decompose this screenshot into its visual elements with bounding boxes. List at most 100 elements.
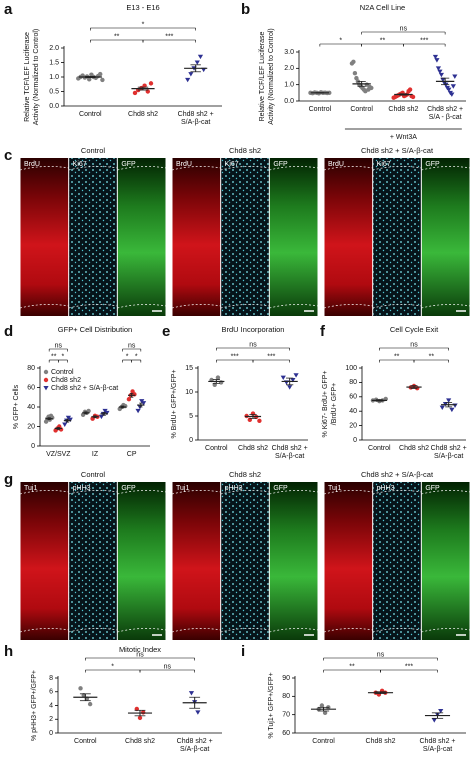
channel-label: pHH3 — [377, 485, 395, 492]
data-point — [135, 408, 141, 414]
boundary-dash — [171, 628, 221, 633]
legend-label: Chd8 sh2 — [51, 377, 81, 384]
data-point — [98, 71, 103, 77]
boundary-dash — [68, 490, 118, 495]
boundary-dash — [269, 304, 319, 309]
data-point — [449, 92, 455, 97]
sig-label: ns — [410, 341, 418, 348]
sig-label: * — [111, 663, 114, 670]
chart-title: Mitotic Index — [119, 645, 161, 654]
legend-marker — [43, 377, 49, 383]
boundary-dash — [171, 166, 221, 171]
sig-label: ** — [114, 33, 120, 40]
data-point — [446, 87, 452, 92]
sig-label: * — [135, 353, 138, 360]
x-tick-label: Chd8 sh2 — [366, 738, 396, 745]
boundary-dash — [323, 166, 373, 171]
panel-letter: f — [320, 323, 326, 340]
x-tick-label: Chd8 sh2 + — [420, 738, 456, 745]
channel-label: pHH3 — [225, 485, 243, 492]
data-point — [351, 59, 356, 64]
sig-label: ** — [429, 353, 435, 360]
x-tick-label: Control — [74, 738, 97, 745]
y-tick-label: 8 — [49, 675, 53, 682]
y-axis-label: Relative TCF/LEF Luciferase — [24, 32, 31, 122]
micrograph — [373, 158, 421, 316]
x-tick-label: Chd8 sh2 + — [178, 111, 214, 118]
data-point — [188, 72, 194, 77]
boundary-dash — [220, 304, 270, 309]
x-tick-label: S/A-β-cat — [180, 746, 209, 753]
x-tick-label: Chd8 sh2 + — [177, 738, 213, 745]
data-point — [352, 71, 358, 76]
channel-label: Tuj1 — [328, 485, 341, 492]
data-point — [78, 686, 83, 691]
y-tick-label: 6 — [49, 689, 53, 696]
data-point — [104, 410, 110, 416]
x-tick-label: Chd8 sh2 + — [272, 445, 308, 452]
boundary-dash — [19, 166, 69, 171]
y-tick-label: 40 — [27, 404, 35, 411]
x-tick-label: Control — [368, 445, 391, 452]
sig-label: * — [142, 21, 145, 28]
data-point — [280, 375, 286, 380]
panel-letter: h — [4, 643, 13, 660]
channel-label: GFP — [121, 485, 136, 492]
data-point — [369, 85, 374, 91]
micrograph — [324, 158, 373, 316]
data-point — [434, 58, 440, 63]
panel-letter: b — [241, 1, 250, 18]
boundary-dash — [171, 490, 221, 495]
y-tick-label: 100 — [345, 365, 357, 372]
boundary-dash — [117, 490, 167, 495]
data-point — [431, 718, 437, 723]
boundary-dash — [269, 166, 319, 171]
y-tick-label: 1.0 — [284, 82, 294, 89]
y-tick-label: 60 — [27, 384, 35, 391]
x-tick-label: S/A-β-cat — [434, 453, 463, 460]
boundary-dash — [421, 304, 471, 309]
y-tick-label: 0.0 — [284, 98, 294, 105]
data-point — [293, 373, 299, 378]
y-axis-label: % GFP+ Cells — [13, 384, 20, 429]
sig-label: ns — [136, 651, 144, 658]
y-tick-label: 1.0 — [49, 74, 59, 81]
legend-label: Chd8 sh2 + S/A-β-cat — [51, 385, 118, 392]
data-point — [62, 422, 68, 427]
data-point — [407, 87, 413, 92]
data-point — [100, 77, 105, 83]
y-axis-label: % Ki67- BrdU+ GFP+ — [322, 371, 329, 438]
data-point — [410, 94, 416, 100]
y-tick-label: 1.5 — [49, 59, 59, 66]
image-title: Chd8 sh2 — [229, 470, 261, 479]
y-axis-label: % Tuj1+ GFP+/GFP+ — [268, 672, 275, 738]
data-point — [319, 703, 325, 708]
boundary-dash — [421, 490, 471, 495]
y-tick-label: 0 — [49, 730, 53, 737]
chart-title: N2A Cell Line — [360, 3, 405, 12]
boundary-dash — [372, 166, 422, 171]
data-point — [450, 84, 456, 89]
data-point — [141, 710, 146, 715]
data-point — [188, 691, 195, 696]
x-tick-label: S/A-β-cat — [275, 453, 304, 460]
sig-label: * — [126, 353, 129, 360]
channel-label: Tuj1 — [176, 485, 189, 492]
sig-label: ns — [164, 663, 172, 670]
micrograph — [20, 482, 69, 640]
y-tick-label: 0.0 — [49, 103, 59, 110]
panel-letter: i — [241, 643, 245, 660]
y-tick-label: 20 — [27, 423, 35, 430]
data-point — [322, 710, 328, 716]
y-tick-label: 2.0 — [284, 65, 294, 72]
data-point — [87, 77, 92, 82]
micrograph — [421, 158, 470, 316]
x-tick-label: Chd8 sh2 + — [431, 445, 467, 452]
y-axis-label: Relative TCF/LEF Luciferase — [259, 32, 266, 122]
data-point — [148, 81, 154, 86]
boundary-dash — [421, 628, 471, 633]
group-label: + Wnt3A — [390, 134, 417, 141]
channel-label: GFP — [425, 161, 440, 168]
channel-label: Ki67 — [73, 161, 87, 168]
boundary-dash — [68, 166, 118, 171]
